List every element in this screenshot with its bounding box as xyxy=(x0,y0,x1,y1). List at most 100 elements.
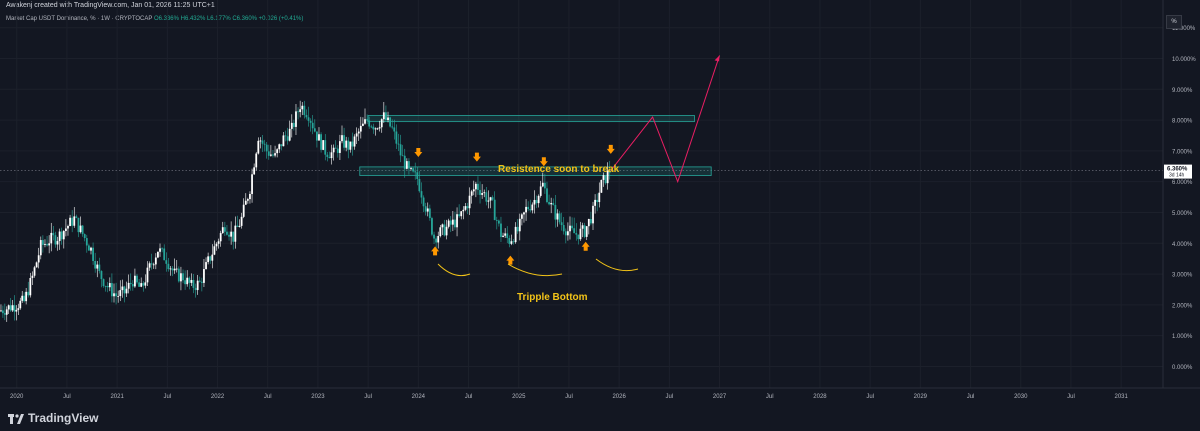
candle-body xyxy=(562,225,565,232)
candle-body xyxy=(460,211,463,217)
candle-body xyxy=(25,291,28,302)
candle-body xyxy=(157,251,159,258)
candle-body xyxy=(543,182,546,189)
candle-body xyxy=(246,199,249,201)
candle-body xyxy=(163,248,166,261)
candle-body xyxy=(353,136,356,147)
candle-body xyxy=(175,268,178,270)
up-arrow-marker xyxy=(581,241,590,251)
zone-box xyxy=(359,166,712,176)
candle-body xyxy=(487,200,490,202)
candle-body xyxy=(341,135,343,142)
candle-body xyxy=(443,224,446,236)
candle-body xyxy=(468,195,471,209)
zone-box xyxy=(367,115,695,123)
candle-body xyxy=(334,147,337,149)
candle-body xyxy=(552,203,555,205)
candle-body xyxy=(11,305,14,311)
candle-body xyxy=(485,192,488,202)
candle-body xyxy=(94,261,97,269)
candle-body xyxy=(33,267,36,276)
candle-body xyxy=(401,155,404,157)
candle-body xyxy=(173,268,176,271)
candle-body xyxy=(567,231,569,236)
x-tick-label: 2027 xyxy=(713,394,727,400)
candle-body xyxy=(577,234,580,240)
candle-body xyxy=(278,144,281,150)
x-tick-label: Jul xyxy=(866,394,874,400)
candle-body xyxy=(295,111,297,127)
candle-body xyxy=(238,225,241,227)
candle-body xyxy=(520,214,523,219)
candle-body xyxy=(474,183,477,190)
candle-body xyxy=(491,197,494,200)
candle-body xyxy=(144,282,147,286)
candle-body xyxy=(3,313,6,315)
candle-body xyxy=(481,193,484,195)
candle-body xyxy=(85,238,88,246)
candle-body xyxy=(244,200,247,205)
candle-body xyxy=(286,136,289,141)
candle-body xyxy=(462,209,465,212)
candle-body xyxy=(330,152,333,159)
candle-body xyxy=(573,228,576,234)
candle-body xyxy=(508,238,511,244)
candle-body xyxy=(92,247,94,262)
candle-body xyxy=(35,262,38,268)
candle-body xyxy=(21,295,24,301)
candle-body xyxy=(510,241,513,244)
candle-body xyxy=(284,135,287,137)
annotations: Resistence soon to break Tripple Bottom xyxy=(414,144,639,303)
candle-body xyxy=(472,189,475,192)
candle-body xyxy=(489,197,492,201)
candle-body xyxy=(378,127,381,129)
candle-body xyxy=(79,225,82,233)
symbol-name[interactable]: Market Cap USDT Dominance, % · 1W · CRYP… xyxy=(6,16,153,22)
candle-body xyxy=(464,206,467,210)
tradingview-logo[interactable]: TradingView xyxy=(8,411,98,425)
candle-body xyxy=(267,151,270,156)
candle-body xyxy=(516,226,519,232)
candle-body xyxy=(512,241,515,243)
y-tick-label: 3.000% xyxy=(1172,273,1193,279)
candle-body xyxy=(217,241,220,244)
candle-body xyxy=(590,218,592,224)
y-tick-label: 5.000% xyxy=(1172,211,1193,217)
percent-scale-button[interactable]: % xyxy=(1166,15,1182,29)
candle-body xyxy=(483,192,486,194)
projection-line xyxy=(610,55,721,184)
x-tick-label: 2029 xyxy=(914,394,928,400)
candle-body xyxy=(315,131,318,141)
candle-body xyxy=(188,277,191,283)
x-tick-label: Jul xyxy=(264,394,272,400)
y-tick-label: 8.000% xyxy=(1172,119,1193,125)
candle-body xyxy=(81,225,84,235)
price-chart[interactable]: Resistence soon to break Tripple Bottom 0… xyxy=(0,0,1200,405)
candle-body xyxy=(219,233,222,242)
candle-body xyxy=(37,255,40,263)
candle-body xyxy=(447,220,450,227)
y-tick-label: 6.000% xyxy=(1172,180,1193,186)
candle-body xyxy=(46,243,48,246)
candle-body xyxy=(186,277,189,285)
candle-body xyxy=(209,256,212,261)
candle-body xyxy=(123,286,126,294)
candle-body xyxy=(100,271,103,280)
candle-body xyxy=(541,182,544,187)
candle-body xyxy=(240,216,243,226)
symbol-legend[interactable]: Market Cap USDT Dominance, % · 1W · CRYP… xyxy=(6,16,303,22)
candle-body xyxy=(495,219,498,221)
candle-body xyxy=(529,209,532,211)
candle-body xyxy=(558,213,561,223)
candle-body xyxy=(328,156,331,159)
y-tick-label: 7.000% xyxy=(1172,149,1193,155)
candle-body xyxy=(140,283,143,287)
candle-body xyxy=(564,231,567,236)
candle-body xyxy=(228,234,230,237)
candle-body xyxy=(142,283,145,286)
candle-body xyxy=(1,310,4,314)
y-tick-label: 10.000% xyxy=(1172,57,1196,63)
candle-body xyxy=(171,268,174,271)
candle-body xyxy=(326,154,329,157)
candle-body xyxy=(479,189,481,195)
